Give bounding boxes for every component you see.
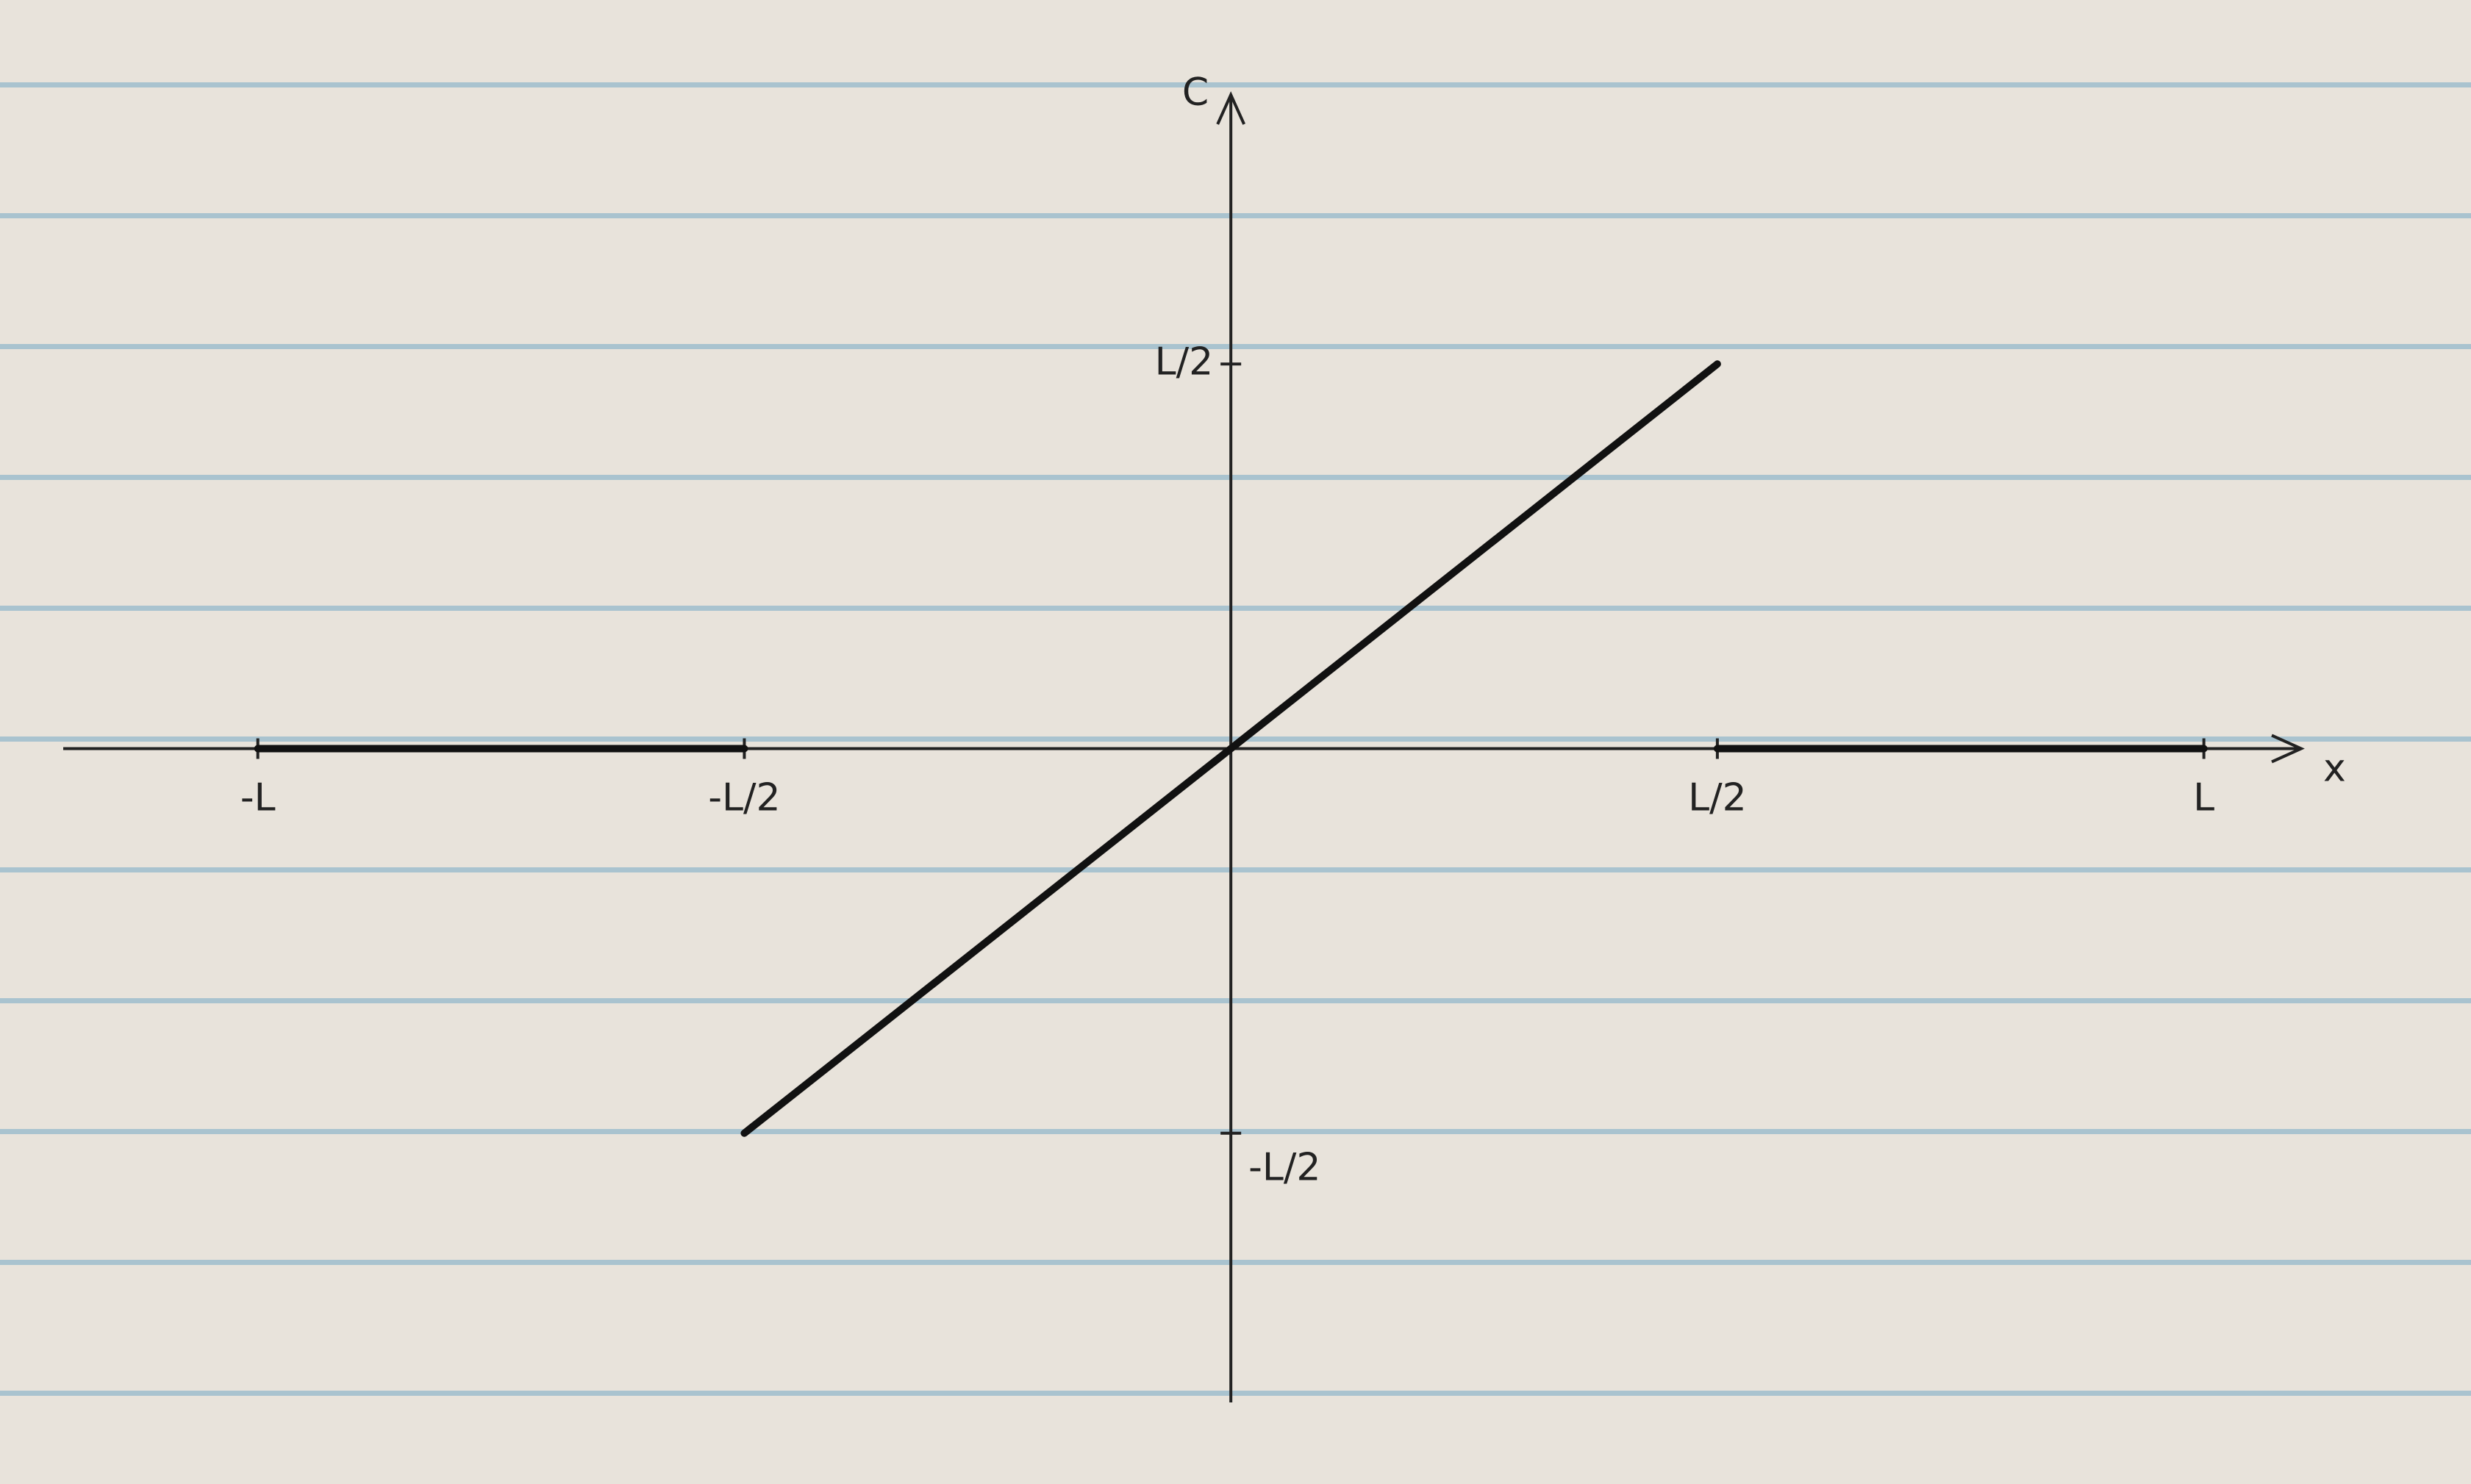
data-line bbox=[254, 360, 2208, 1137]
x-arrow bbox=[2271, 734, 2305, 764]
y-arrow bbox=[1216, 91, 1245, 125]
y-axis-label: C bbox=[1182, 71, 1209, 115]
x-tick-label: L/2 bbox=[1688, 776, 1747, 820]
x-tick-label: L bbox=[2193, 776, 2214, 820]
x-tick-label: -L/2 bbox=[708, 776, 780, 820]
y-tick-label: -L/2 bbox=[1248, 1146, 1320, 1190]
y-tick-label: L/2 bbox=[1155, 340, 1214, 384]
x-axis-label: x bbox=[2323, 747, 2346, 791]
x-tick-label: -L bbox=[240, 776, 276, 820]
